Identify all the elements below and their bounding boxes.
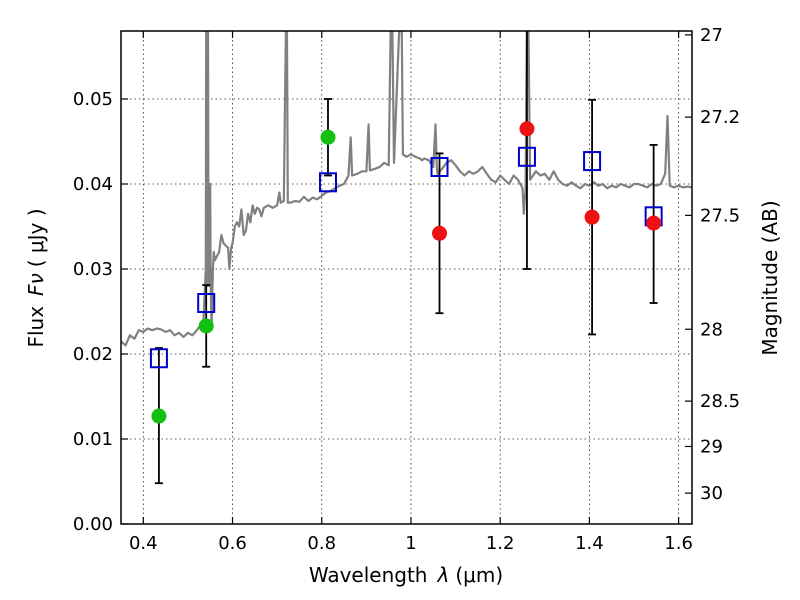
model-square-marker bbox=[517, 146, 536, 167]
data-markers bbox=[149, 121, 663, 424]
y2-tick-label: 28.5 bbox=[700, 391, 740, 412]
model-square-marker bbox=[149, 348, 168, 369]
plot-frame bbox=[120, 30, 693, 525]
x-tick-label: 1.2 bbox=[486, 533, 515, 554]
y-axis-label-unit: ( μJy ) bbox=[24, 208, 48, 267]
photometry-point bbox=[584, 209, 600, 225]
y2-tick-label: 27.2 bbox=[700, 107, 740, 128]
x-tick-label: 1 bbox=[405, 533, 416, 554]
y-tick-label: 0.05 bbox=[73, 89, 113, 110]
y-tick-label: 0.01 bbox=[73, 429, 113, 450]
grid-lines bbox=[121, 31, 692, 525]
photometry-point bbox=[432, 225, 448, 241]
axis-ticks bbox=[121, 31, 692, 525]
photometry-point bbox=[646, 215, 662, 231]
y-tick-label: 0.03 bbox=[73, 259, 113, 280]
x-axis-label-unit: (μm) bbox=[455, 563, 503, 587]
photometry-point bbox=[151, 408, 167, 424]
x-tick-label: 0.8 bbox=[307, 533, 336, 554]
x-tick-label: 1.6 bbox=[664, 533, 693, 554]
x-tick-label: 0.4 bbox=[129, 533, 158, 554]
y-tick-label: 0.04 bbox=[73, 174, 113, 195]
x-axis-label: Wavelength λ (μm) bbox=[309, 563, 503, 587]
photometry-point bbox=[519, 121, 535, 137]
x-axis-label-symbol: λ bbox=[437, 563, 450, 587]
y2-tick-label: 27 bbox=[700, 25, 723, 46]
y-axis-label: Flux Fν ( μJy ) bbox=[24, 208, 48, 347]
y2-tick-label: 29 bbox=[700, 436, 723, 457]
spectrum-layer bbox=[121, 31, 692, 347]
photometry-point bbox=[320, 129, 336, 145]
model-square-marker bbox=[318, 172, 337, 193]
y-axis-label-text: Flux bbox=[24, 306, 48, 348]
photometry-point bbox=[198, 318, 214, 334]
y-axis-label-symbol: Fν bbox=[24, 273, 48, 296]
x-axis-label-text: Wavelength bbox=[309, 563, 428, 587]
x-tick-label: 1.4 bbox=[575, 533, 604, 554]
y2-axis-label: Magnitude (AB) bbox=[758, 200, 782, 355]
y-tick-label: 0.00 bbox=[73, 514, 113, 535]
model-square-marker bbox=[197, 293, 216, 313]
spectrum-line bbox=[121, 31, 692, 347]
y2-tick-label: 27.5 bbox=[700, 205, 740, 226]
y2-tick-label: 28 bbox=[700, 319, 723, 340]
x-tick-label: 0.6 bbox=[218, 533, 247, 554]
model-square-marker bbox=[583, 151, 602, 172]
y-tick-label: 0.02 bbox=[73, 344, 113, 365]
model-square-marker bbox=[430, 157, 449, 177]
tick-labels: 0.4 0.6 0.8 1 1.2 1.4 1.6 0.00 0.01 0.02 0.03 0.04 0… bbox=[73, 25, 740, 554]
y2-tick-label: 30 bbox=[700, 483, 723, 504]
